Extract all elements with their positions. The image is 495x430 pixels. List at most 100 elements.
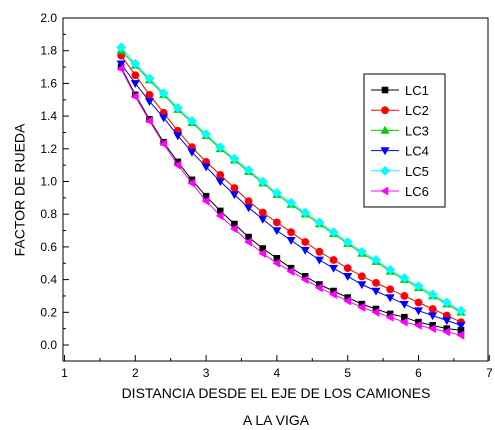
- data-point: [357, 302, 366, 312]
- x-tick-label: 5: [344, 366, 351, 380]
- data-point: [116, 64, 125, 74]
- y-tick-label: 1.2: [40, 142, 57, 156]
- data-point: [158, 88, 169, 99]
- data-point: [144, 116, 153, 126]
- data-point: [442, 317, 452, 326]
- data-point: [428, 305, 437, 313]
- legend-marker: [380, 125, 390, 134]
- y-tick-label: 1.8: [40, 44, 57, 58]
- legend-item-lc4: LC4: [371, 144, 429, 159]
- data-point: [356, 246, 367, 257]
- y-tick-label: 0.2: [40, 305, 57, 319]
- data-point: [399, 317, 408, 327]
- y-tick-label: 2.0: [40, 11, 57, 25]
- y-tick-label: 0.8: [40, 207, 57, 221]
- data-point: [130, 58, 141, 69]
- data-point: [413, 281, 424, 292]
- series-lc5: [116, 42, 466, 316]
- legend-item-lc3: LC3: [371, 123, 429, 138]
- data-point: [314, 256, 324, 265]
- data-point: [201, 196, 210, 206]
- data-point: [258, 248, 267, 258]
- data-point: [442, 327, 451, 337]
- legend-label: LC4: [405, 144, 429, 159]
- data-point: [287, 228, 295, 237]
- data-point: [258, 215, 268, 224]
- series-lc6: [116, 64, 465, 340]
- legend-marker: [381, 86, 389, 94]
- series-layer: [116, 42, 466, 340]
- data-point: [201, 163, 211, 172]
- data-point: [428, 324, 436, 334]
- y-tick-label: 1.4: [40, 109, 57, 123]
- data-point: [131, 71, 140, 80]
- data-point: [229, 191, 239, 200]
- data-point: [371, 255, 381, 265]
- data-point: [427, 289, 438, 300]
- data-point: [187, 178, 196, 188]
- data-point: [399, 273, 410, 283]
- y-tick-label: 0.4: [40, 273, 57, 287]
- plot-frame: [62, 17, 489, 362]
- data-point: [385, 312, 394, 322]
- data-point: [357, 281, 367, 290]
- data-point: [215, 142, 226, 153]
- data-point: [243, 165, 254, 175]
- data-point: [215, 178, 225, 187]
- x-axis-title-line1: DISTANCIA DESDE EL EJE DE LOS CAMIONES: [122, 385, 431, 401]
- legend-label: LC6: [405, 184, 429, 199]
- legend-marker: [380, 165, 390, 176]
- data-point: [286, 197, 296, 208]
- data-point: [187, 116, 197, 126]
- data-point: [159, 139, 167, 149]
- data-point: [400, 292, 409, 300]
- x-tick-label: 7: [486, 366, 493, 380]
- data-point: [144, 98, 154, 106]
- data-point: [385, 264, 396, 275]
- legend-marker: [380, 147, 390, 156]
- data-point: [272, 227, 282, 236]
- legend-label: LC3: [405, 123, 429, 138]
- data-point: [456, 305, 466, 316]
- data-point: [258, 208, 267, 217]
- data-point: [343, 273, 353, 281]
- x-tick-label: 1: [61, 366, 68, 380]
- data-point: [271, 188, 282, 198]
- data-point: [441, 297, 452, 308]
- data-point: [343, 264, 352, 273]
- data-point: [371, 287, 381, 296]
- y-tick-label: 1.0: [40, 175, 57, 189]
- data-point: [300, 207, 311, 218]
- legend-box: [363, 73, 446, 208]
- data-point: [328, 289, 337, 299]
- data-point: [116, 60, 126, 69]
- data-point: [301, 238, 310, 246]
- data-point: [244, 197, 253, 206]
- data-point: [300, 275, 309, 285]
- data-point: [328, 227, 339, 238]
- data-point: [386, 285, 395, 294]
- x-axis-title-line2: A LA VIGA: [243, 412, 310, 428]
- data-point: [230, 184, 239, 192]
- legend-marker: [380, 186, 389, 196]
- data-point: [173, 132, 183, 141]
- data-point: [159, 114, 169, 123]
- x-tick-label: 6: [415, 366, 422, 380]
- data-point: [314, 217, 325, 228]
- data-point: [456, 322, 466, 330]
- data-point: [201, 129, 212, 140]
- data-point: [130, 80, 140, 89]
- data-point: [172, 103, 183, 113]
- data-point: [257, 176, 268, 187]
- data-point: [357, 272, 366, 281]
- data-point: [215, 211, 224, 221]
- x-tick-label: 2: [132, 366, 139, 380]
- legend-label: LC2: [405, 103, 429, 118]
- x-tick-label: 4: [274, 366, 281, 380]
- y-tick-label: 0.0: [40, 338, 57, 352]
- y-tick-label: 0.6: [40, 240, 57, 254]
- data-point: [414, 298, 423, 307]
- data-point: [272, 218, 281, 227]
- data-point: [399, 300, 409, 309]
